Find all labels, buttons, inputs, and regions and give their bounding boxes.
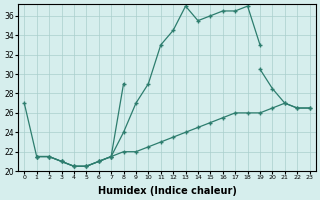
X-axis label: Humidex (Indice chaleur): Humidex (Indice chaleur) [98, 186, 236, 196]
